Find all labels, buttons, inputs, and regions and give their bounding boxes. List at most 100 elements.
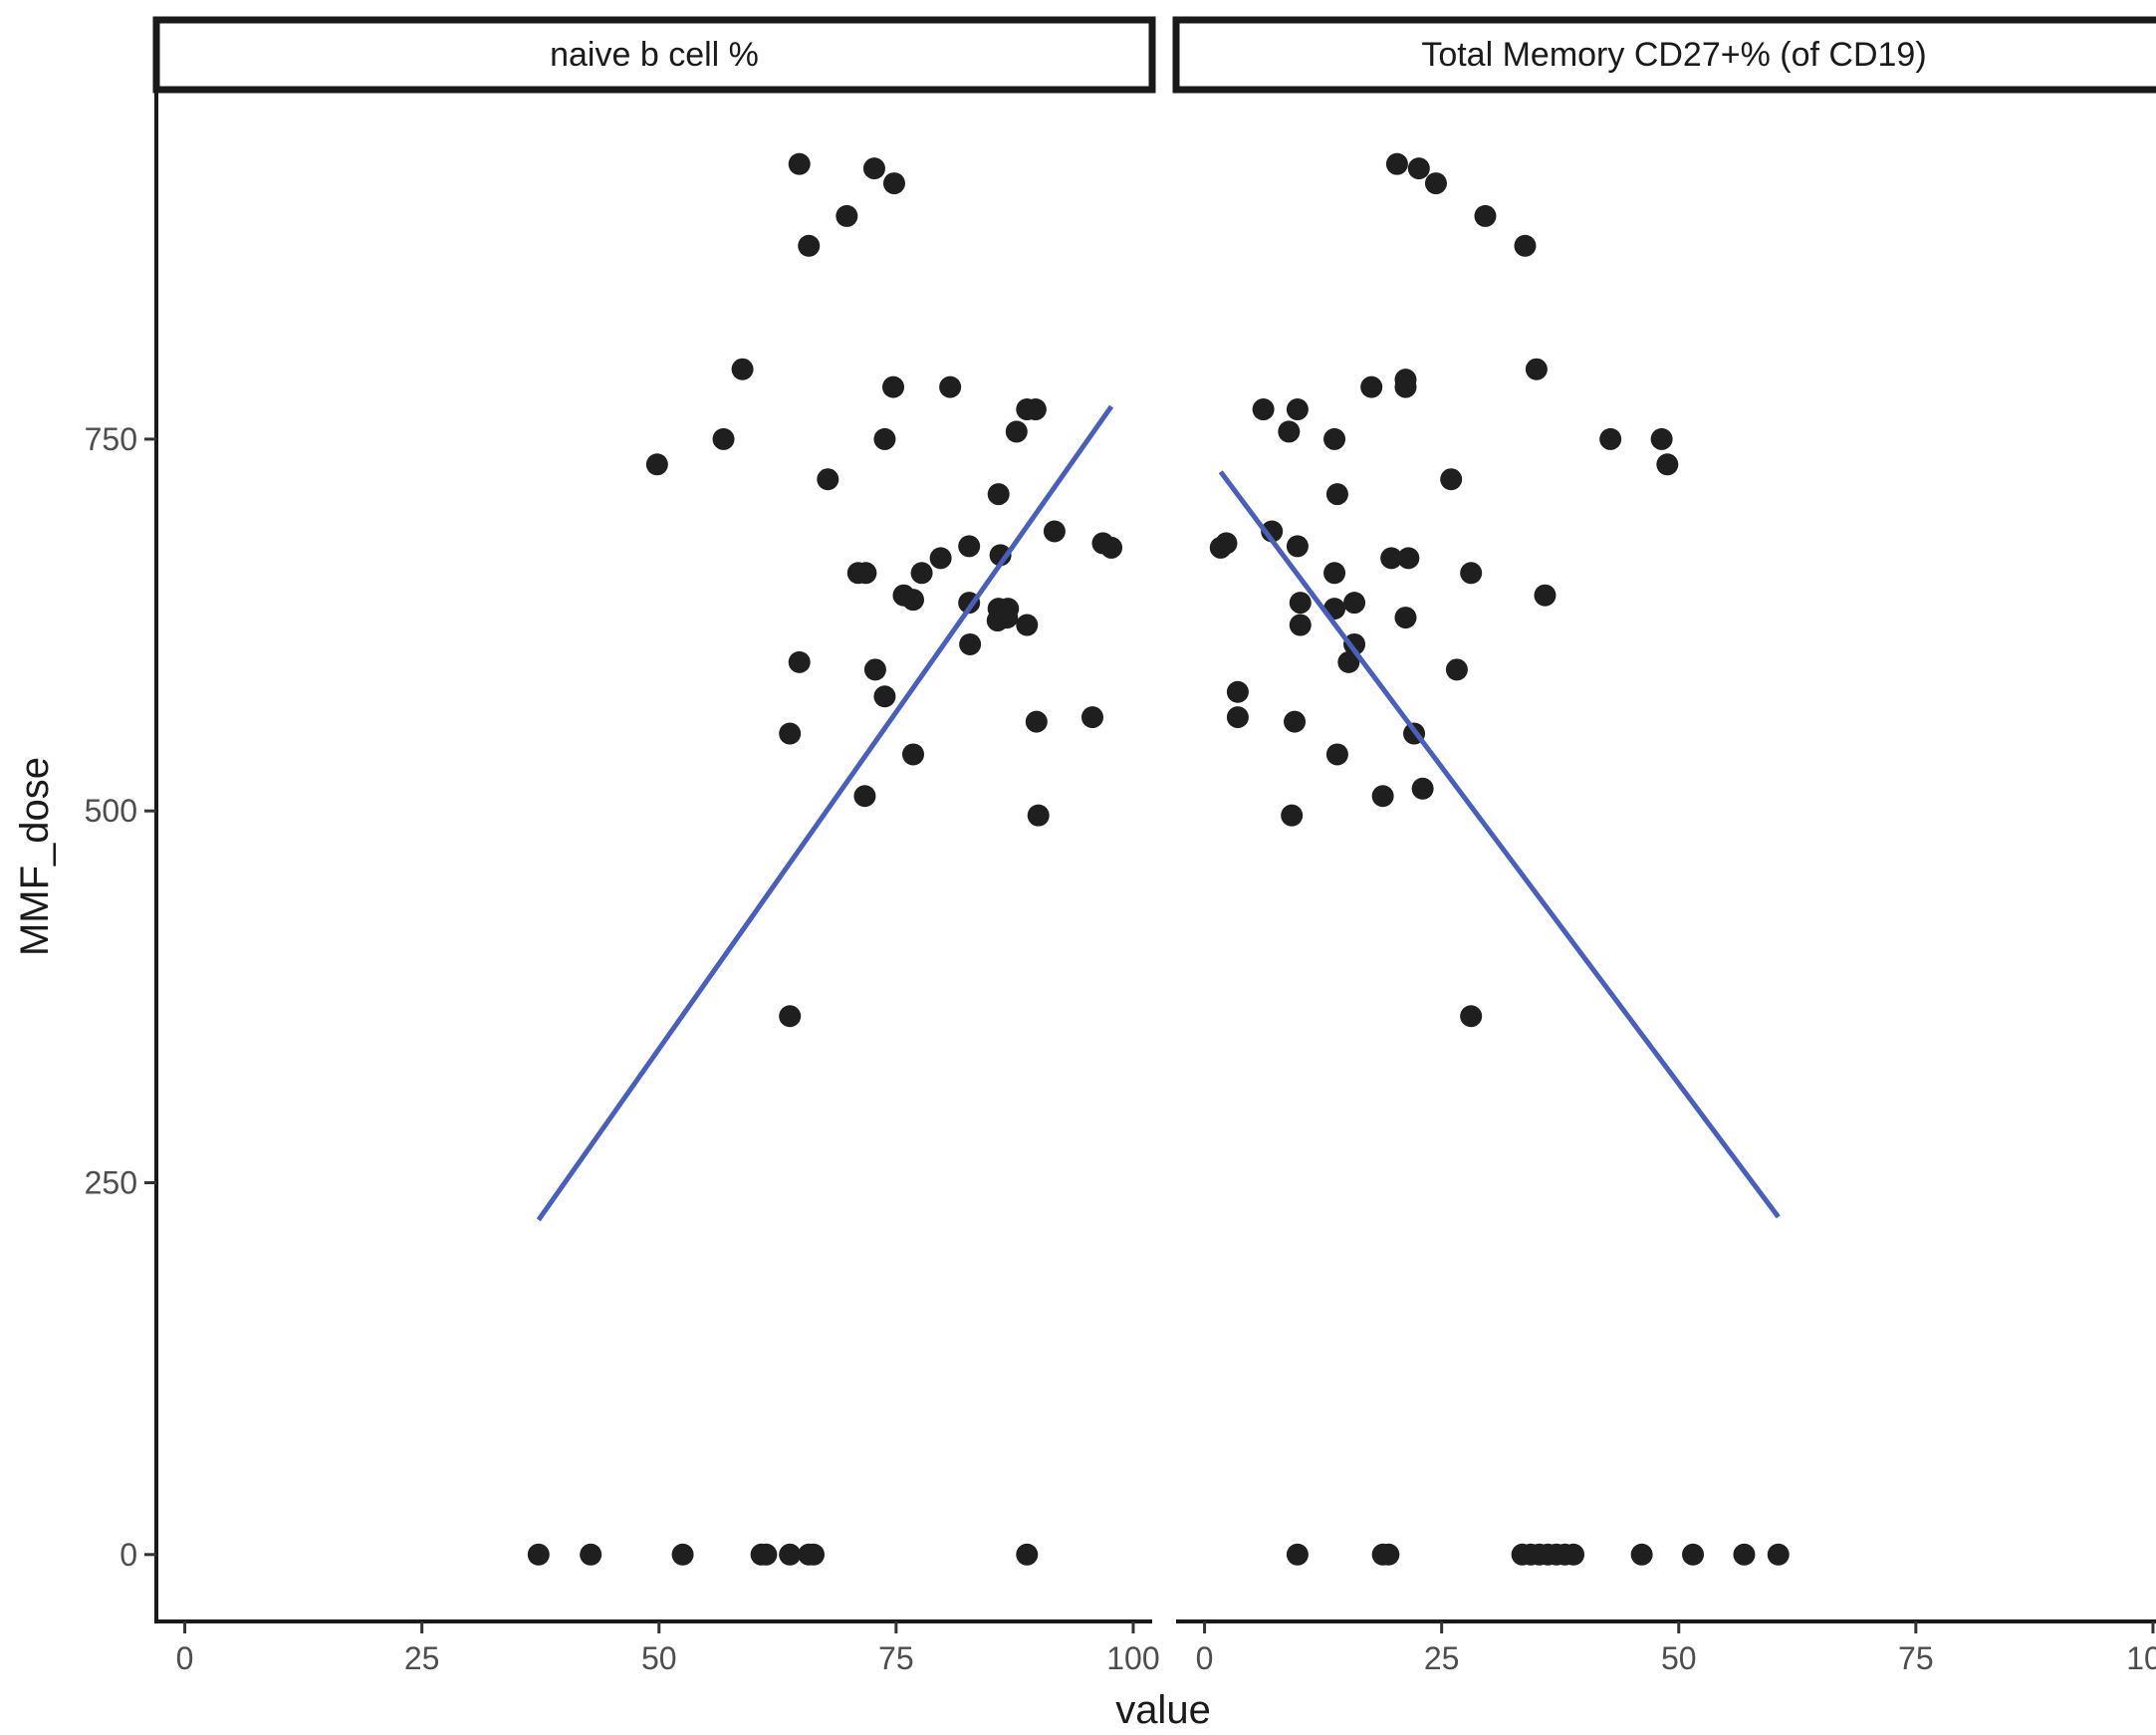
facet-1-point-7 — [939, 375, 962, 398]
facet-2-point-53 — [1562, 1543, 1585, 1566]
y-axis-title: MMF_dose — [13, 757, 57, 956]
y-tick-label-2: 500 — [85, 793, 137, 829]
facet-1-x-tick-label-0: 0 — [176, 1640, 194, 1676]
facet-1-point-21 — [929, 547, 952, 570]
facet-strip-1-label: naive b cell % — [550, 36, 759, 74]
facet-2-point-33 — [1337, 650, 1360, 673]
facet-2-point-26 — [1534, 584, 1557, 607]
facet-2-point-1 — [1407, 157, 1430, 180]
y-tick-label-0: 0 — [120, 1537, 137, 1573]
y-tick-label-3: 750 — [85, 421, 137, 457]
facet-2-point-35 — [1226, 680, 1249, 703]
facet-1-point-40 — [902, 743, 924, 766]
facet-1-point-1 — [862, 157, 885, 180]
facet-2-point-56 — [1733, 1543, 1756, 1566]
facet-naive-b-cell: naive b cell % — [152, 16, 1156, 1566]
facet-1-point-42 — [1027, 804, 1050, 827]
facet-2-point-9 — [1252, 398, 1275, 421]
facet-2-point-42 — [1281, 804, 1304, 827]
facet-1-point-3 — [836, 204, 858, 227]
facet-2-point-3 — [1474, 204, 1497, 227]
facet-1-point-0 — [788, 152, 811, 175]
facet-strip-2-label: Total Memory CD27+% (of CD19) — [1421, 36, 1926, 74]
facet-2-x-tick-label-0: 0 — [1196, 1640, 1214, 1676]
facet-2-point-0 — [1385, 152, 1408, 175]
facet-2-x-tick-label-4: 100 — [2126, 1640, 2156, 1676]
facet-2-point-17 — [1325, 483, 1348, 506]
facet-1-point-52 — [1016, 1543, 1039, 1566]
facet-2-trend-line — [1218, 470, 1781, 1219]
facet-2-point-4 — [1514, 234, 1537, 257]
facet-2-point-39 — [1325, 743, 1348, 766]
facet-2-point-21 — [1286, 535, 1309, 558]
facet-2-point-46 — [1377, 1543, 1400, 1566]
facet-2-point-10 — [1286, 398, 1309, 421]
facet-1-point-13 — [645, 453, 668, 476]
facet-2-point-31 — [1289, 614, 1312, 636]
facet-2-point-22 — [1380, 547, 1403, 570]
facet-2-point-32 — [1343, 632, 1366, 655]
facet-total-memory: Total Memory CD27+% (of CD19) — [1172, 16, 2156, 1566]
facet-1-point-15 — [987, 483, 1010, 506]
facet-1-point-22 — [910, 562, 933, 585]
facet-2-point-30 — [1394, 607, 1417, 629]
facet-1-point-4 — [798, 234, 821, 257]
facet-2-point-11 — [1278, 420, 1301, 443]
facet-1-x-tick-label-4: 100 — [1106, 1640, 1159, 1676]
facet-1-point-43 — [779, 1005, 802, 1028]
facet-1-point-26 — [902, 589, 924, 612]
facet-1-point-18 — [1100, 536, 1123, 559]
facet-1-point-51 — [803, 1543, 825, 1566]
facet-2-point-14 — [1650, 427, 1673, 450]
facet-2-point-43 — [1460, 1005, 1483, 1028]
facet-1-point-41 — [853, 785, 876, 808]
facet-2-point-16 — [1440, 468, 1463, 491]
facet-2-point-7 — [1394, 375, 1417, 398]
facet-1-x-tick-label-1: 25 — [404, 1640, 440, 1676]
facet-2-point-2 — [1424, 172, 1447, 195]
facet-1-point-5 — [731, 358, 754, 380]
facet-2-point-13 — [1599, 427, 1622, 450]
facet-1-point-49 — [779, 1543, 802, 1566]
facet-1-point-24 — [854, 562, 877, 585]
facet-2-point-41 — [1371, 785, 1394, 808]
facet-2-point-40 — [1411, 777, 1434, 800]
facet-2-point-28 — [1343, 592, 1366, 615]
facet-1-point-16 — [1043, 520, 1066, 543]
facet-1-point-9 — [1016, 398, 1039, 421]
facet-2-point-20 — [1209, 536, 1232, 559]
facet-2-point-23 — [1397, 547, 1420, 570]
facet-1-point-14 — [817, 468, 839, 491]
facet-2-point-15 — [1656, 453, 1679, 476]
y-axis-ticks: 0 250 500 750 — [85, 421, 156, 1573]
facet-2-point-12 — [1323, 427, 1346, 450]
facet-1-point-12 — [873, 427, 896, 450]
facet-2-point-37 — [1284, 710, 1307, 733]
facet-2-point-36 — [1226, 706, 1249, 729]
facet-1-point-38 — [1025, 710, 1048, 733]
facet-2-point-24 — [1323, 562, 1346, 585]
facet-1-point-35 — [863, 658, 886, 681]
facet-1-point-6 — [882, 375, 904, 398]
facet-1-point-48 — [755, 1543, 778, 1566]
facet-1-point-19 — [958, 535, 981, 558]
facet-2-marks — [1209, 152, 1790, 1566]
facet-1-point-44 — [527, 1543, 550, 1566]
facet-strip-2 — [1172, 16, 2156, 94]
facet-2-point-25 — [1460, 562, 1483, 585]
facet-2-point-55 — [1682, 1543, 1705, 1566]
facet-1-point-10 — [1005, 420, 1028, 443]
y-tick-label-1: 250 — [85, 1165, 137, 1201]
facet-1-point-36 — [873, 685, 896, 708]
facet-1-x-tick-label-2: 50 — [641, 1640, 677, 1676]
facet-2-point-34 — [1445, 658, 1468, 681]
facet-1-point-33 — [959, 632, 982, 655]
facet-2-x-tick-label-3: 75 — [1898, 1640, 1934, 1676]
facet-2-point-44 — [1286, 1543, 1309, 1566]
facet-1-point-31 — [986, 610, 1009, 632]
facet-strip-1 — [152, 16, 1156, 94]
facet-1-trend-line — [536, 404, 1114, 1222]
facet-1-point-2 — [882, 172, 905, 195]
